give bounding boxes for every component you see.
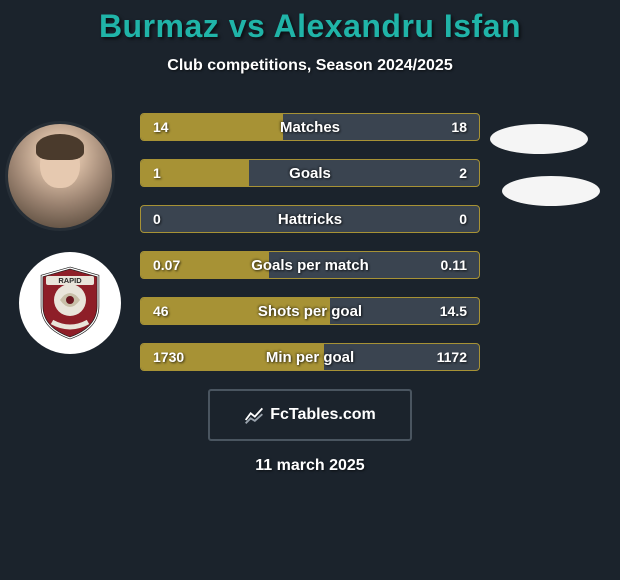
- stat-label: Min per goal: [141, 344, 479, 370]
- date-text: 11 march 2025: [0, 457, 620, 475]
- subtitle: Club competitions, Season 2024/2025: [0, 57, 620, 75]
- stat-label: Goals: [141, 160, 479, 186]
- stat-label: Shots per goal: [141, 298, 479, 324]
- stat-value-left: 14: [153, 114, 169, 140]
- stat-value-left: 46: [153, 298, 169, 324]
- chart-icon: [244, 405, 264, 425]
- stat-row: Hattricks0 0: [140, 205, 480, 233]
- stat-row: Matches14 18: [140, 113, 480, 141]
- stat-value-right: 14.5: [440, 298, 467, 324]
- stat-value-left: 1: [153, 160, 161, 186]
- stat-value-right: 18: [451, 114, 467, 140]
- attribution-text: FcTables.com: [270, 406, 376, 424]
- stat-label: Goals per match: [141, 252, 479, 278]
- stat-value-left: 0.07: [153, 252, 180, 278]
- stat-value-right: 2: [459, 160, 467, 186]
- decorative-oval: [490, 124, 588, 154]
- stat-row: Goals1 2: [140, 159, 480, 187]
- stat-value-left: 0: [153, 206, 161, 232]
- stat-row: Shots per goal46 14.5: [140, 297, 480, 325]
- stat-label: Matches: [141, 114, 479, 140]
- page-title: Burmaz vs Alexandru Isfan: [0, 0, 620, 45]
- stat-value-right: 0: [459, 206, 467, 232]
- stat-row: Goals per match0.07 0.11: [140, 251, 480, 279]
- decorative-oval: [502, 176, 600, 206]
- stat-value-right: 1172: [437, 344, 467, 370]
- attribution-badge: FcTables.com: [208, 389, 412, 441]
- club-avatar: RAPID: [19, 252, 121, 354]
- stat-row: Min per goal1730 1172: [140, 343, 480, 371]
- player-avatar: [8, 124, 112, 228]
- club-banner-text: RAPID: [58, 276, 82, 285]
- stat-label: Hattricks: [141, 206, 479, 232]
- stat-value-right: 0.11: [441, 252, 467, 278]
- stat-value-left: 1730: [153, 344, 184, 370]
- stats-container: Matches14 18 Goals1 2 Hattricks0 0 Goals per m…: [140, 113, 480, 371]
- club-shield-icon: RAPID: [38, 266, 102, 340]
